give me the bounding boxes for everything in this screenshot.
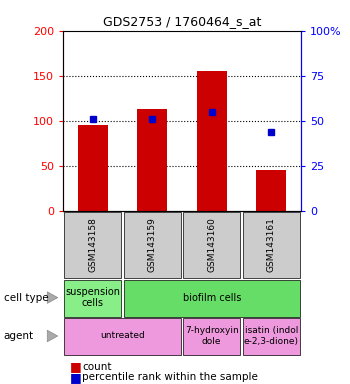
Text: biofilm cells: biofilm cells	[183, 293, 241, 303]
Bar	[256, 170, 286, 211]
Text: ■: ■	[70, 360, 82, 373]
Text: GSM143158: GSM143158	[88, 217, 97, 272]
Bar	[137, 109, 167, 211]
Text: count: count	[82, 362, 112, 372]
Text: GSM143159: GSM143159	[148, 217, 157, 272]
Text: GSM143160: GSM143160	[207, 217, 216, 272]
Text: suspension
cells: suspension cells	[65, 287, 120, 308]
Text: cell type: cell type	[4, 293, 48, 303]
Bar	[78, 126, 108, 211]
Text: ■: ■	[70, 371, 82, 384]
Text: 7-hydroxyin
dole: 7-hydroxyin dole	[185, 326, 239, 346]
Text: GSM143161: GSM143161	[267, 217, 276, 272]
Text: agent: agent	[4, 331, 34, 341]
Title: GDS2753 / 1760464_s_at: GDS2753 / 1760464_s_at	[103, 15, 261, 28]
Text: isatin (indol
e-2,3-dione): isatin (indol e-2,3-dione)	[244, 326, 299, 346]
Bar	[197, 71, 227, 211]
Text: percentile rank within the sample: percentile rank within the sample	[82, 372, 258, 382]
Text: untreated: untreated	[100, 331, 145, 341]
